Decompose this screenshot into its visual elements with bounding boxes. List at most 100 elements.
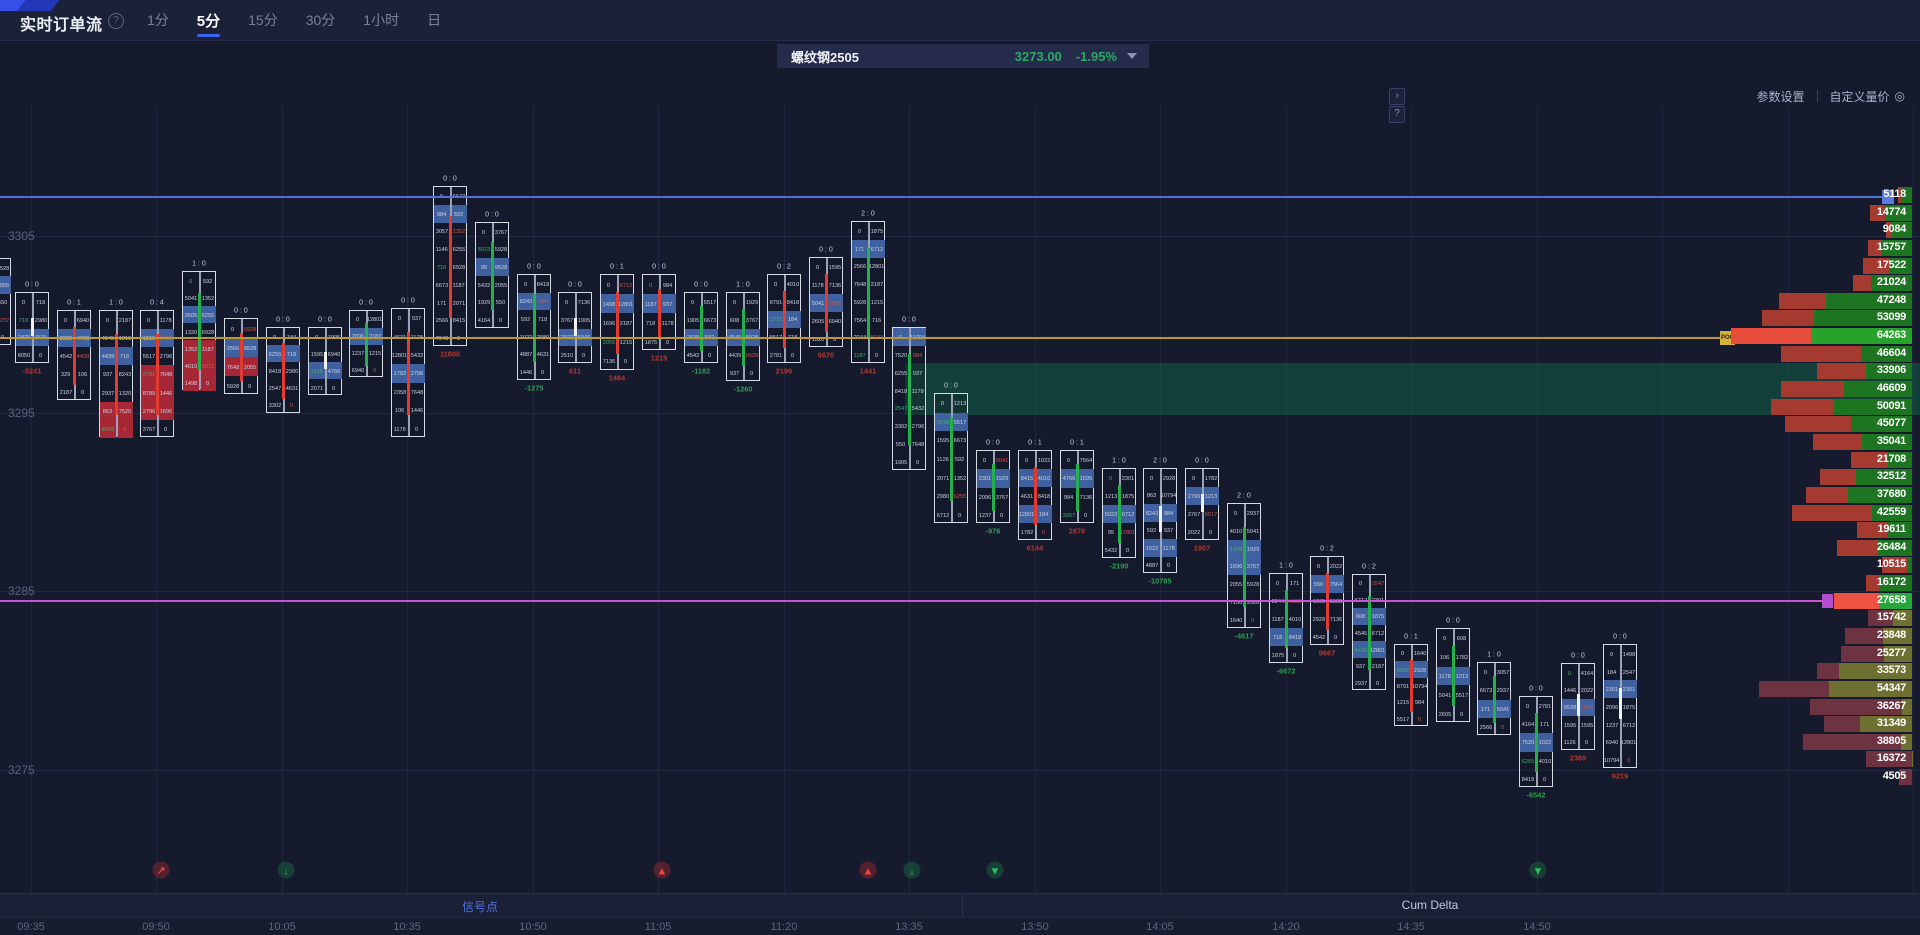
footprint-cell: 592 bbox=[518, 310, 534, 328]
tab-timeframe-30分[interactable]: 30分 bbox=[305, 12, 336, 28]
candle-body bbox=[406, 332, 411, 415]
cell-volume-value: 5041 bbox=[811, 299, 824, 307]
signal-buy-icon[interactable]: ↓ bbox=[903, 861, 921, 879]
signal-sell-icon[interactable]: ▲ bbox=[653, 861, 671, 879]
footprint-candle[interactable]: 0 592 5041 1352 2605 6255 1320 6928 1352 1187 4010… bbox=[182, 271, 216, 391]
footprint-cell: 7648 bbox=[158, 365, 174, 384]
signal-panel-label[interactable]: 信号点 bbox=[461, 900, 499, 914]
footprint-candle[interactable]: 01712244102211874010718841818750 bbox=[1269, 573, 1303, 663]
cell-volume-value: 12801 bbox=[869, 263, 885, 270]
signal-buy-icon[interactable]: ▼ bbox=[1529, 861, 1547, 879]
footprint-candle[interactable]: 0 2937 4010 5041 1498 1929 1696 3767 2055 5928 713… bbox=[1227, 503, 1261, 628]
settings-button[interactable]: 参数设置 bbox=[1756, 89, 1805, 104]
footprint-cell: 8415 bbox=[1019, 469, 1035, 487]
footprint-cell: 4631 bbox=[284, 380, 300, 397]
expand-mini-button[interactable]: › bbox=[1389, 88, 1405, 105]
cell-volume-value: 1875 bbox=[1371, 613, 1384, 620]
footprint-candle[interactable]: 0 10794 7520 984 6255 937 8418 1178 2547 5432 3302… bbox=[892, 327, 926, 470]
toolbar-divider bbox=[1816, 90, 1818, 102]
footprint-cell: 0 bbox=[1579, 734, 1595, 751]
cell-volume-value: 0 bbox=[833, 335, 837, 343]
footprint-candle[interactable]: 0 7564 4766 1595 984 7136 3057 0 bbox=[1060, 450, 1094, 523]
cell-volume-value: 171 bbox=[1540, 721, 1550, 728]
volume-profile-buy-segment bbox=[1847, 486, 1912, 503]
footprint-cell: 1213 bbox=[952, 394, 968, 413]
cell-volume-value: 0 bbox=[774, 280, 778, 287]
volume-profile-buy-segment bbox=[1907, 557, 1912, 574]
footprint-candle[interactable]: 0 1498 184 2547 2301 2301 2096 1875 1237 6712 6940… bbox=[1603, 644, 1637, 768]
footprint-candle[interactable]: 0 12801 2096 2187 1237 1215 6940 0 bbox=[349, 310, 383, 377]
tab-timeframe-1小时[interactable]: 1小时 bbox=[363, 12, 400, 28]
footprint-candle[interactable]: 0 1875 171 6712 2566 12801 7648 2187 5928 1215 756… bbox=[851, 221, 885, 363]
footprint-cell: 4545 bbox=[1353, 625, 1369, 642]
volume-profile-row: 4505 bbox=[0, 769, 1912, 786]
cell-volume-value: 1875 bbox=[1271, 651, 1284, 659]
footprint-candle[interactable]: 0 2781 4164 171 7520 1022 6255 4010 8418 0 bbox=[1519, 696, 1553, 787]
volume-profile-sell-segment bbox=[1817, 663, 1840, 680]
footprint-candle[interactable]: 0 608 106 1782 1178 1213 5041 5517 2605 0 bbox=[1436, 628, 1470, 722]
footprint-candle[interactable]: 0 6712 1498 12801 1696 2187 2055 1215 7136 0 bbox=[600, 274, 634, 370]
footprint-candle[interactable]: 0 5928 2566 9528 7648 2055 5928 0 bbox=[224, 318, 258, 394]
cell-volume-value: 9528 bbox=[1246, 599, 1259, 606]
instrument-selector[interactable]: 螺纹钢2505 3273.00 -1.95% bbox=[777, 44, 1149, 68]
footprint-candle[interactable]: 0 184 6255 718 8418 2980 2547 4631 3302 0 bbox=[266, 327, 300, 413]
tab-timeframe-15分[interactable]: 15分 bbox=[248, 12, 278, 28]
cell-volume-value: 171 bbox=[1481, 705, 1491, 712]
orderflow-chart[interactable]: 3305329532853275326509528169620552055550… bbox=[0, 105, 1920, 893]
custom-volume-price-button[interactable]: 自定义量价 bbox=[1829, 89, 1890, 104]
footprint-cell: 937 bbox=[727, 364, 743, 382]
cell-volume-value: 1187 bbox=[452, 281, 465, 288]
tab-timeframe-1分[interactable]: 1分 bbox=[147, 12, 169, 28]
page-title: 实时订单流 bbox=[20, 17, 103, 34]
volume-profile-value: 10515 bbox=[1876, 558, 1906, 571]
help-mini-button[interactable]: ? bbox=[1389, 106, 1405, 123]
cell-volume-value: 6928 bbox=[201, 328, 214, 335]
footprint-cell: 1215 bbox=[768, 310, 784, 329]
time-axis[interactable]: 09:35 09:50 10:05 10:35 10:50 11:05 11:20 13:35… bbox=[0, 917, 1920, 935]
candle-body bbox=[448, 215, 453, 319]
footprint-cell: 1237 bbox=[977, 506, 993, 524]
cell-volume-value: 2928 bbox=[1413, 666, 1426, 673]
cell-volume-value: 4766 bbox=[327, 367, 340, 374]
footprint-candle[interactable]: 0 1213 9528 5517 1595 6673 1126 592 2071 1352 2980… bbox=[934, 393, 968, 523]
volume-profile-value: 47248 bbox=[1876, 293, 1906, 306]
footprint-candle[interactable]: 0 2301 1213 1875 5023 6712 95 12801 5432 0 bbox=[1102, 468, 1136, 558]
footprint-candle[interactable]: 0 1782 2796 1213 3767 5517 2022 0 bbox=[1185, 468, 1219, 540]
tab-timeframe-日[interactable]: 日 bbox=[427, 12, 442, 28]
footprint-cell: 7520 bbox=[1520, 733, 1536, 752]
footprint-candle[interactable]: 01929608376745455928443995289370 bbox=[726, 292, 760, 381]
volume-profile-value: 32512 bbox=[1876, 470, 1906, 483]
signal-sell-icon[interactable]: ↗ bbox=[152, 861, 170, 879]
footprint-cell: 718 bbox=[284, 345, 300, 363]
footprint-cell: 718 bbox=[535, 310, 551, 328]
footprint-candle[interactable]: 0 4164 1446 2022 9528 7564 1595 1595 1126 0 bbox=[1561, 663, 1595, 750]
signal-buy-icon[interactable]: ↓ bbox=[277, 861, 295, 879]
signal-buy-icon[interactable]: ▼ bbox=[986, 861, 1004, 879]
footprint-candle[interactable]: 0 1595 1178 7136 5041 1905 2605 6940 1320 0 bbox=[809, 257, 843, 347]
imbalance-count-label: 2 : 0 bbox=[1153, 456, 1167, 464]
cell-volume-value: 2796 bbox=[410, 370, 423, 377]
footprint-candle[interactable]: 0 8418 8243 184 592 718 1022 2980 4887 4631 1446 0 bbox=[517, 274, 551, 380]
cell-volume-value: 1022 bbox=[1538, 739, 1551, 746]
price-axis-label: 3285 bbox=[8, 584, 35, 598]
cumdelta-panel-label[interactable]: Cum Delta bbox=[1401, 898, 1459, 912]
footprint-candle[interactable]: 0 1022 8415 4010 4631 8418 12801 184 1782 0 bbox=[1018, 450, 1052, 540]
footprint-candle[interactable]: 0218745451215443971693782432937132086375… bbox=[99, 310, 133, 438]
footprint-cell: 6255 bbox=[200, 306, 216, 323]
footprint-candle[interactable]: 0 2928 863 10794 8243 984 592 937 1022 1178 4887 0 bbox=[1143, 468, 1177, 573]
tab-timeframe-5分[interactable]: 5分 bbox=[195, 0, 222, 41]
footprint-candle[interactable]: 0 6673 984 592 3057 1352 1146 6255 716 6928 6673 11… bbox=[433, 186, 467, 346]
footprint-candle[interactable]: 0 1640 8962 2928 8791 10794 1215 984 5517 0 bbox=[1394, 644, 1428, 726]
footprint-candle[interactable]: 0 3057 6673 2937 171 5041 2566 0 bbox=[1477, 662, 1511, 735]
footprint-cell: 7136 bbox=[1328, 610, 1344, 628]
footprint-cell: 8418 bbox=[1036, 487, 1052, 505]
footprint-candle[interactable]: 04010879184181215184551771827810 bbox=[767, 274, 801, 363]
cell-volume-value: 0 bbox=[1543, 775, 1547, 782]
footprint-candle[interactable]: 0 3767 5023 5928 95 9528 5432 2055 1929 550 4164 0 bbox=[475, 222, 509, 328]
help-icon[interactable]: ? bbox=[108, 13, 124, 29]
footprint-candle[interactable]: 0 5041 2301 1929 2096 3767 1237 0 bbox=[976, 450, 1010, 523]
cell-volume-value: 1875 bbox=[1622, 703, 1635, 711]
signal-sell-icon[interactable]: ▲ bbox=[859, 861, 877, 879]
